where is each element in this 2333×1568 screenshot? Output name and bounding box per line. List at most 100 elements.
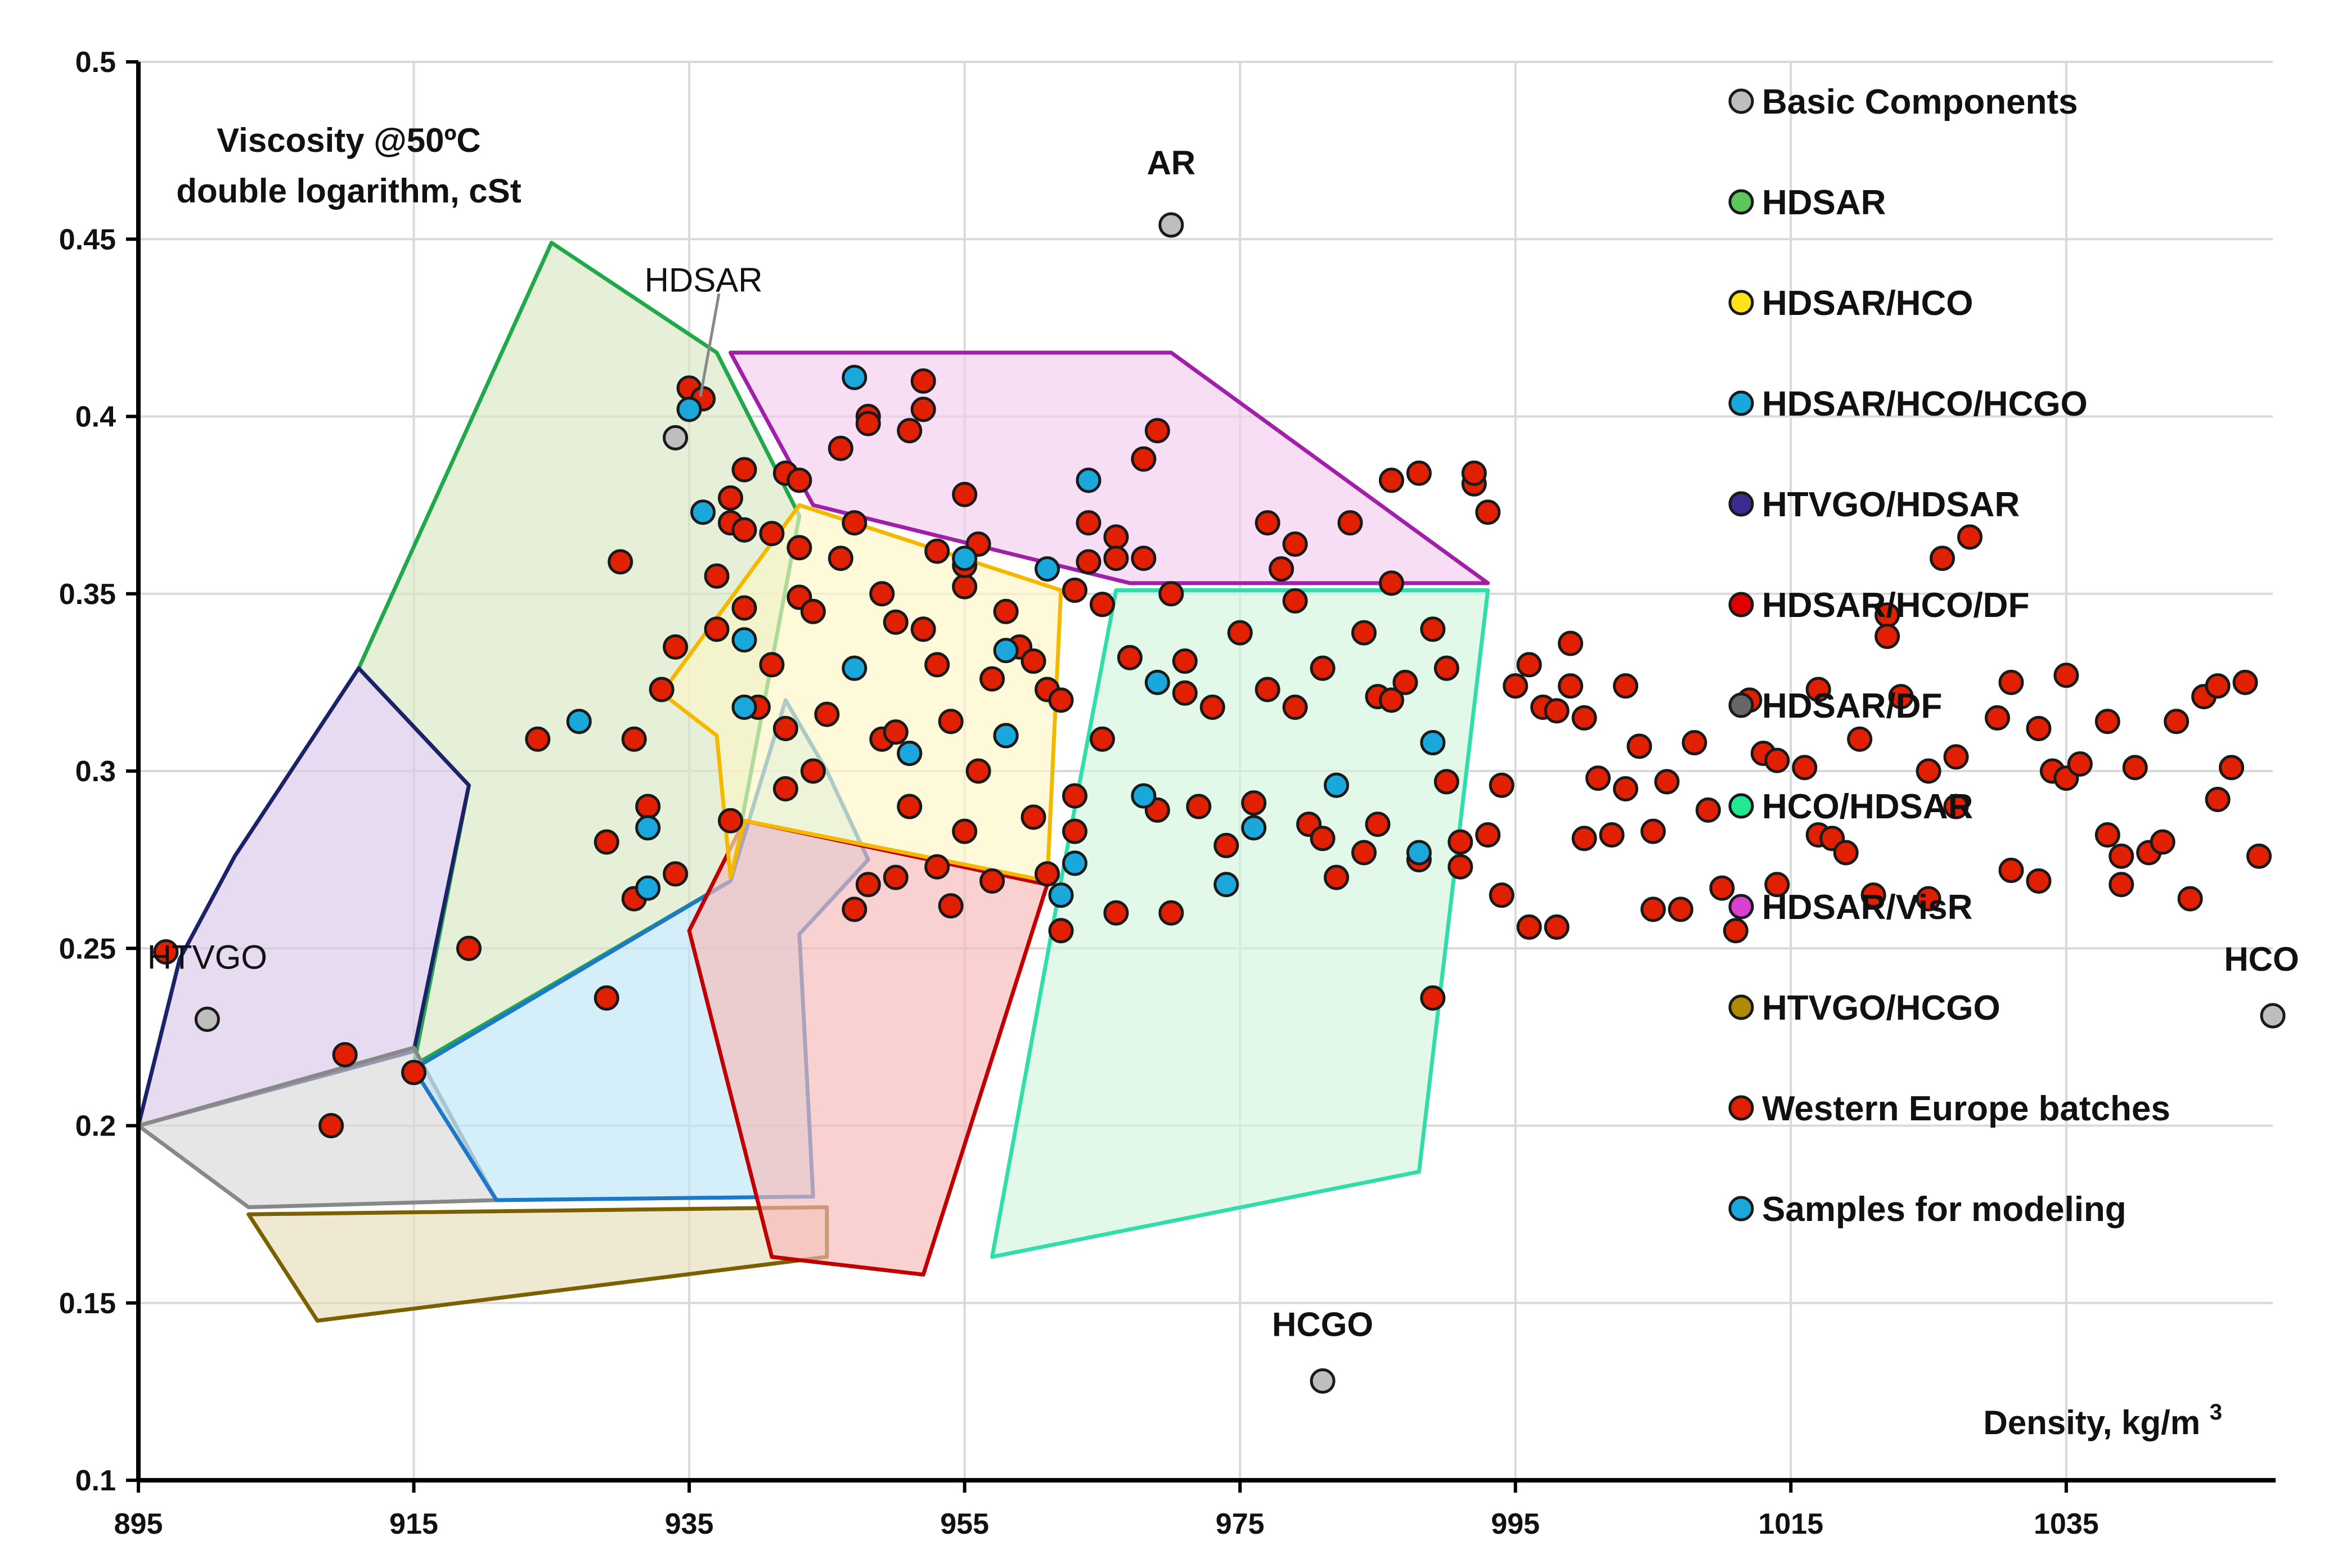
point-western-europe-batches (1667, 896, 1693, 922)
point-western-europe-batches (1489, 882, 1514, 908)
point-western-europe-batches (1916, 758, 1941, 784)
point-western-europe-batches (1448, 854, 1473, 880)
point-western-europe-batches (663, 861, 689, 887)
point-western-europe-batches (1433, 769, 1459, 795)
point-western-europe-batches (883, 609, 909, 635)
point-western-europe-batches (1640, 896, 1666, 922)
point-western-europe-batches (772, 776, 798, 802)
point-western-europe-batches (924, 652, 950, 678)
point-western-europe-batches (1048, 687, 1074, 713)
point-western-europe-batches (759, 652, 785, 678)
legend-marker (1728, 692, 1754, 718)
point-western-europe-batches (1076, 549, 1102, 575)
region-polygons (136, 241, 1490, 1323)
point-western-europe-batches (731, 517, 757, 543)
point-samples-for-modeling (842, 364, 867, 390)
point-samples-for-modeling (1241, 815, 1267, 841)
point-western-europe-batches (1626, 733, 1652, 759)
point-basic-components (2260, 1003, 2286, 1029)
legend-label: HDSAR/HCO/DF (1762, 586, 2029, 625)
legend-marker (1728, 592, 1754, 618)
legend-marker (1728, 491, 1754, 517)
point-samples-for-modeling (566, 709, 592, 735)
point-western-europe-batches (1076, 510, 1102, 536)
legend-marker (1728, 290, 1754, 316)
point-samples-for-modeling (993, 723, 1019, 749)
point-western-europe-batches (2109, 872, 2134, 898)
point-western-europe-batches (1103, 546, 1129, 571)
point-western-europe-batches (2232, 669, 2258, 695)
point-western-europe-batches (1158, 900, 1184, 926)
legend-label: HTVGO/HDSAR (1762, 485, 2020, 524)
point-label-htvgo: HTVGO (147, 938, 267, 976)
x-axis-label-text: Density, kg/m (1983, 1404, 2200, 1441)
point-western-europe-batches (828, 435, 853, 461)
point-western-europe-batches (2246, 843, 2272, 869)
point-western-europe-batches (786, 467, 812, 493)
point-western-europe-batches (2219, 755, 2245, 781)
point-western-europe-batches (1378, 687, 1404, 713)
point-western-europe-batches (952, 818, 978, 844)
point-samples-for-modeling (1131, 783, 1157, 809)
point-western-europe-batches (1943, 794, 1969, 819)
legend: Basic Components HDSAR HDSAR/HCO HDSAR/HCO/… (1728, 83, 2170, 1229)
point-western-europe-batches (1613, 776, 1639, 802)
point-western-europe-batches (1558, 630, 1584, 656)
x-axis-label: Density, kg/m 3 (1983, 1400, 2222, 1441)
x-tick-label: 955 (940, 1508, 989, 1540)
point-western-europe-batches (1764, 872, 1790, 898)
point-western-europe-batches (635, 794, 661, 819)
region-hdsar-hco (659, 503, 1063, 883)
point-samples-for-modeling (1406, 840, 1432, 866)
legend-label: HTVGO/HCGO (1762, 989, 2001, 1028)
point-western-europe-batches (1062, 577, 1087, 603)
y-tick-label: 0.15 (59, 1287, 116, 1320)
point-samples-for-modeling (1062, 850, 1087, 876)
point-label-hdsar: HDSAR (645, 261, 763, 299)
point-western-europe-batches (1172, 648, 1198, 674)
point-basic-components (1310, 1368, 1336, 1394)
point-western-europe-batches (2094, 822, 2120, 848)
point-western-europe-batches (910, 616, 936, 642)
point-western-europe-batches (1131, 446, 1157, 472)
point-samples-for-modeling (1213, 872, 1239, 898)
point-western-europe-batches (1957, 524, 1983, 550)
point-label-hco: HCO (2224, 940, 2299, 978)
point-western-europe-batches (993, 598, 1019, 624)
point-western-europe-batches (1392, 669, 1418, 695)
point-western-europe-batches (1599, 822, 1625, 848)
axis-ticks: 0.1 0.15 0.2 0.25 0.3 0.35 0.4 0.45 0.5 895 915 935… (59, 46, 2099, 1540)
point-label-ar: AR (1147, 144, 1195, 182)
x-tick-label: 975 (1216, 1508, 1265, 1540)
x-axis-label-superscript: 3 (2210, 1400, 2222, 1425)
y-tick-label: 0.4 (75, 401, 116, 434)
point-western-europe-batches (1930, 546, 1956, 571)
point-western-europe-batches (2205, 673, 2231, 699)
y-tick-label: 0.2 (75, 1110, 116, 1143)
point-western-europe-batches (1089, 726, 1115, 752)
point-western-europe-batches (1282, 531, 1308, 557)
point-western-europe-batches (1420, 616, 1446, 642)
point-label-hcgo: HCGO (1272, 1305, 1373, 1343)
point-western-europe-batches (1860, 882, 1886, 908)
point-western-europe-batches (1158, 581, 1184, 607)
point-samples-for-modeling (731, 695, 757, 720)
point-samples-for-modeling (635, 815, 661, 841)
point-western-europe-batches (855, 872, 881, 898)
point-western-europe-batches (1406, 460, 1432, 486)
point-western-europe-batches (1571, 705, 1597, 731)
point-basic-components (194, 1006, 220, 1032)
x-tick-label: 935 (665, 1508, 714, 1540)
chart-title-line-2: double logarithm, cSt (176, 172, 521, 210)
point-samples-for-modeling (1048, 882, 1074, 908)
point-samples-for-modeling (993, 638, 1019, 664)
point-western-europe-batches (1103, 900, 1129, 926)
point-western-europe-batches (1241, 790, 1267, 816)
point-western-europe-batches (1792, 755, 1818, 781)
point-western-europe-batches (1378, 570, 1404, 596)
legend-marker (1728, 88, 1754, 114)
point-western-europe-batches (910, 396, 936, 422)
point-western-europe-batches (1199, 695, 1225, 720)
point-samples-for-modeling (676, 396, 702, 422)
x-tick-label: 995 (1491, 1508, 1540, 1540)
